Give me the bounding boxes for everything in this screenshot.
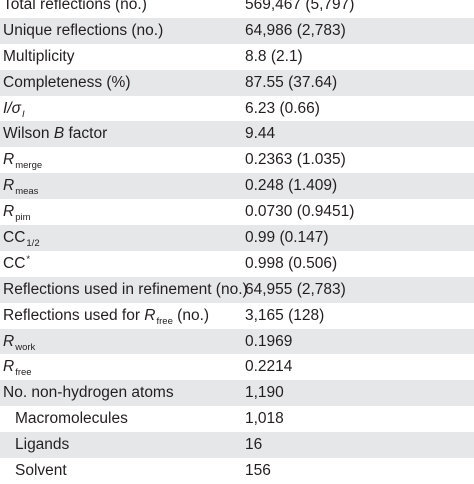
label-main: I/σ — [3, 99, 21, 117]
row-value: 64,986 (2,783) — [245, 21, 346, 39]
row-label: No. non-hydrogen atoms — [3, 384, 174, 402]
row-label: Reflections used in refinement (no.) — [3, 280, 248, 298]
label-main: R — [3, 358, 15, 376]
row-label: Ligands — [15, 436, 70, 454]
row-label: Solvent — [15, 462, 67, 480]
row-label: I/σI — [3, 96, 25, 124]
label-suffix: (no.) — [172, 306, 210, 324]
row-value: 1,190 — [245, 384, 284, 402]
table-row: I/σI 6.23 (0.66) — [0, 96, 474, 122]
label-prefix: Wilson — [3, 125, 54, 143]
label-main: CC — [3, 229, 26, 247]
row-label: Total reflections (no.) — [3, 0, 147, 13]
row-label: Rmerge — [3, 147, 42, 175]
table-row: CC* 0.998 (0.506) — [0, 251, 474, 277]
row-value: 569,467 (5,797) — [245, 0, 355, 13]
row-label: Macromolecules — [15, 410, 128, 428]
label-main: R — [3, 177, 15, 195]
row-value: 8.8 (2.1) — [245, 47, 303, 65]
table-row: Solvent 156 — [0, 458, 474, 484]
row-value: 3,165 (128) — [245, 306, 325, 324]
table-row: Macromolecules 1,018 — [0, 406, 474, 432]
label-suffix: factor — [64, 125, 108, 143]
table-row: Wilson B factor 9.44 — [0, 121, 474, 148]
table-row: Rwork 0.1969 — [0, 328, 474, 357]
row-label: Completeness (%) — [3, 73, 131, 91]
table-row: Rfree 0.2214 — [0, 354, 474, 380]
label-italic: R — [144, 306, 156, 324]
label-main: R — [3, 151, 15, 169]
label-subscript: free — [156, 315, 173, 327]
table-row: Reflections used for Rfree (no.) 3,165 (… — [0, 303, 474, 329]
label-superscript: * — [26, 253, 31, 265]
table-row: No. non-hydrogen atoms 1,190 — [0, 380, 474, 407]
row-label: Rpim — [3, 199, 31, 227]
row-value: 1,018 — [245, 410, 284, 428]
row-value: 0.0730 (0.9451) — [245, 203, 355, 221]
row-label: CC* — [3, 251, 30, 279]
row-value: 0.1969 — [245, 332, 293, 350]
row-label: Rfree — [3, 354, 32, 382]
row-value: 16 — [245, 436, 263, 454]
row-value: 0.2214 — [245, 358, 293, 376]
table-row: Reflections used in refinement (no.) 64,… — [0, 276, 474, 303]
label-subscript: free — [15, 367, 32, 379]
label-subscript: 1/2 — [26, 238, 40, 250]
label-italic: B — [53, 125, 65, 143]
table-row: Ligands 16 — [0, 432, 474, 459]
table-row: Rmerge 0.2363 (1.035) — [0, 147, 474, 173]
row-label: Multiplicity — [3, 47, 75, 65]
label-subscript: I — [21, 108, 25, 120]
row-label: Wilson B factor — [3, 121, 107, 147]
label-main: R — [3, 203, 15, 221]
label-main: CC — [3, 254, 26, 272]
row-label: Reflections used for Rfree (no.) — [3, 303, 209, 331]
table-row: CC1/2 0.99 (0.147) — [0, 225, 474, 251]
row-value: 9.44 — [245, 125, 276, 143]
row-value: 0.248 (1.409) — [245, 177, 338, 195]
label-subscript: work — [15, 341, 36, 353]
label-main: R — [3, 332, 15, 350]
row-label: Unique reflections (no.) — [3, 21, 164, 39]
table-row: Completeness (%) 87.55 (37.64) — [0, 69, 474, 96]
row-value: 0.2363 (1.035) — [245, 151, 346, 169]
row-value: 87.55 (37.64) — [245, 73, 338, 91]
table-row: Rpim 0.0730 (0.9451) — [0, 199, 474, 225]
table-row: Rmeas 0.248 (1.409) — [0, 173, 474, 201]
label-subscript: pim — [15, 212, 31, 224]
row-value: 0.99 (0.147) — [245, 229, 329, 247]
label-subscript: meas — [15, 186, 39, 198]
row-value: 156 — [245, 462, 271, 480]
row-label: CC1/2 — [3, 225, 40, 253]
label-prefix: Reflections used for — [3, 306, 145, 324]
row-value: 0.998 (0.506) — [245, 254, 338, 272]
row-value: 64,955 (2,783) — [245, 280, 346, 298]
label-subscript: merge — [15, 160, 43, 172]
table-row: Total reflections (no.) 569,467 (5,797) — [0, 0, 474, 18]
row-value: 6.23 (0.66) — [245, 99, 320, 117]
table-row: Unique reflections (no.) 64,986 (2,783) — [0, 17, 474, 44]
row-label: Rwork — [3, 329, 35, 357]
table-row: Multiplicity 8.8 (2.1) — [0, 44, 474, 70]
row-label: Rmeas — [3, 173, 38, 201]
